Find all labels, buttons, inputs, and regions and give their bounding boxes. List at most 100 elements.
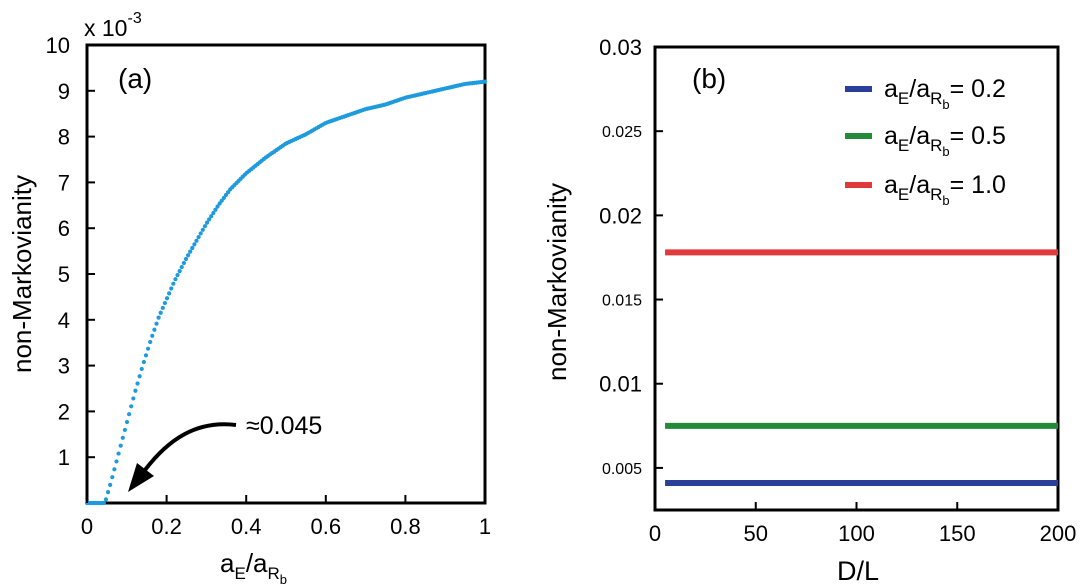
panel-b-x-tick-label: 50 — [744, 521, 768, 546]
panel-a-data-point — [177, 268, 182, 274]
panel-a-data-point — [167, 291, 172, 296]
panel-b-y-tick-label: 0.015 — [602, 293, 642, 310]
panel-a-data-point — [118, 443, 123, 448]
panel-a-y-tick-label: 5 — [58, 262, 70, 287]
panel-b-x-tick-label: 0 — [649, 521, 661, 546]
legend-entry-part: R — [930, 185, 942, 204]
panel-a-x-tick-label: 0.2 — [151, 514, 182, 539]
legend-entry-part: R — [930, 136, 942, 155]
legend-entry-part: b — [942, 97, 949, 112]
panel-a-data-point — [215, 204, 220, 209]
legend-entry: aE/aRb= 1.0 — [884, 171, 1006, 208]
legend-entry-part: = 0.5 — [950, 122, 1006, 150]
panel-a-label: (a) — [118, 63, 152, 94]
panel-b-y-tick-label: 0.025 — [602, 124, 642, 141]
panel-a-data-point — [179, 264, 184, 270]
panel-b-x-ticks: 0 50 100 150 200 — [649, 502, 1076, 546]
panel-a-data-point — [204, 220, 210, 225]
panel-a-data-point — [209, 214, 214, 219]
panel-a-data-point — [141, 359, 146, 365]
panel-a-data-point — [202, 224, 208, 229]
x-label-slash: /a — [246, 548, 268, 578]
panel-a-x-tick-label: 0 — [81, 514, 93, 539]
legend-entry: aE/aRb= 0.2 — [884, 75, 1006, 112]
legend-entry-part: /a — [909, 75, 930, 103]
panel-a-y-ticks: 1 2 3 4 5 6 7 8 9 10 — [46, 33, 95, 470]
x-label-a: a — [220, 548, 235, 578]
panel-a-data-point — [120, 435, 125, 440]
annotation-text: ≈0.045 — [246, 412, 322, 440]
panel-a-data-point — [156, 315, 161, 320]
panel-a-data-point — [194, 238, 199, 243]
legend-entry-part: b — [942, 193, 949, 208]
x-label-sub-b: b — [280, 572, 287, 586]
panel-a-y-tick-label: 1 — [58, 445, 70, 470]
panel-a-data-point — [103, 497, 109, 502]
panel-a-data-point — [114, 459, 119, 464]
panel-a-chart: 0 0.2 0.4 0.6 0.8 1 1 2 3 4 5 6 7 8 9 10 (a) x 10-3 no… — [7, 10, 491, 586]
panel-a-data-point — [185, 253, 191, 258]
panel-b-y-tick-label: 0.02 — [599, 203, 642, 228]
panel-a-y-tick-label: 6 — [58, 216, 70, 241]
panel-a-y-tick-label: 9 — [58, 79, 70, 104]
panel-a-y-tick-label: 4 — [58, 308, 70, 333]
x-label-sub-e: E — [234, 564, 245, 583]
legend-entry-part: R — [930, 89, 942, 108]
panel-a-data-point — [173, 277, 178, 282]
panel-b-y-tick-label: 0.01 — [599, 372, 642, 397]
panel-a-x-axis-label: aE/aRb — [220, 548, 287, 586]
panel-a-y-tick-label: 7 — [58, 170, 70, 195]
panel-a-data-point — [152, 327, 157, 332]
panel-a-y-tick-label: 3 — [58, 354, 70, 379]
legend-entry-part: a — [884, 122, 898, 150]
panel-a-data-point — [211, 210, 216, 216]
panel-a-data-point — [110, 475, 115, 480]
x-label-sub-r: R — [268, 564, 280, 583]
panel-a-data-point — [129, 404, 134, 409]
panel-a-multiplier-base: x 10 — [84, 15, 127, 41]
panel-a-data-point — [112, 467, 117, 472]
panel-a-data-point — [101, 500, 106, 506]
panel-b-x-axis-label: D/L — [837, 556, 879, 586]
legend-entry-part: E — [898, 89, 909, 108]
panel-a-data-point — [143, 353, 149, 358]
panel-b-y-axis-label: non-Markovianity — [542, 183, 572, 381]
panel-a-data-point — [105, 490, 111, 495]
panel-a-data-point — [169, 286, 174, 291]
panel-a-data-point — [188, 249, 193, 254]
panel-a-data-points — [84, 79, 488, 506]
legend-entry-part: a — [884, 171, 898, 199]
annotation-arrow — [143, 422, 237, 472]
panel-a-multiplier-exponent: -3 — [127, 10, 141, 27]
panel-b-x-tick-label: 100 — [838, 521, 875, 546]
panel-a-data-point — [137, 374, 142, 379]
panel-a-y-tick-label: 10 — [46, 33, 70, 58]
panel-a-data-point — [181, 260, 186, 266]
panel-a-data-point — [160, 305, 165, 311]
panel-a-y-tick-label: 2 — [58, 399, 70, 424]
panel-a-data-point — [148, 339, 153, 345]
panel-a-data-point — [122, 427, 128, 433]
panel-a-y-axis-label: non-Markovianity — [7, 175, 37, 373]
panel-a-data-point — [124, 419, 130, 425]
panel-a-data-point — [196, 234, 201, 240]
panel-a-data-point — [135, 381, 140, 386]
panel-a-data-point — [150, 333, 155, 338]
legend-entry-part: = 0.2 — [950, 75, 1006, 103]
panel-b-plot-frame — [653, 45, 1060, 512]
panel-a-data-point — [183, 256, 189, 262]
panel-a-x-tick-label: 1 — [479, 514, 491, 539]
panel-a-x-ticks: 0 0.2 0.4 0.6 0.8 1 — [81, 495, 491, 539]
panel-a-data-point — [131, 396, 136, 401]
panel-a-data-point — [198, 231, 203, 236]
panel-a-x-tick-label: 0.8 — [390, 514, 421, 539]
legend-entry-part: /a — [909, 122, 930, 150]
panel-a-data-point — [158, 310, 163, 315]
legend-entry-part: E — [898, 136, 909, 155]
panel-a-data-point — [200, 227, 205, 232]
panel-b-legend: aE/aRb= 0.2aE/aRb= 0.5aE/aRb= 1.0 — [845, 75, 1006, 208]
panel-a-data-point — [171, 281, 176, 286]
panel-a-data-point — [162, 300, 168, 306]
panel-a-multiplier: x 10-3 — [84, 10, 142, 41]
